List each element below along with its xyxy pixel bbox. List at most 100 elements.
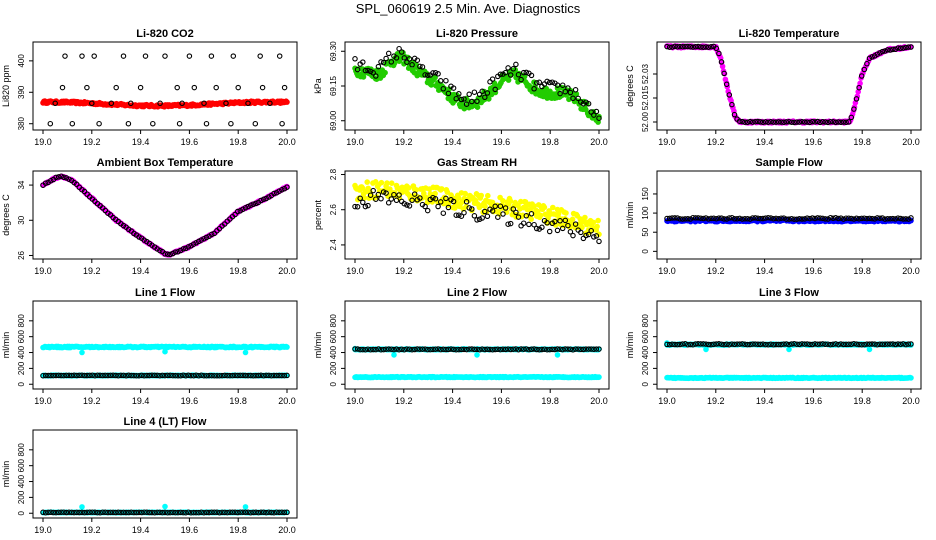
x-tick-label: 19.4 bbox=[444, 137, 462, 147]
x-tick-label: 19.0 bbox=[658, 266, 676, 276]
data-point bbox=[869, 54, 875, 60]
chart-li820temp: Li-820 Temperature degrees C 19.0 19.2 19.4 1… bbox=[625, 28, 922, 147]
data-point bbox=[856, 84, 862, 91]
data-point bbox=[484, 192, 491, 199]
series-CO2-dense bbox=[40, 98, 290, 110]
data-point bbox=[729, 101, 735, 108]
data-point bbox=[150, 120, 156, 127]
data-point bbox=[575, 95, 581, 102]
data-point bbox=[96, 120, 102, 127]
data-point bbox=[755, 118, 761, 125]
data-point bbox=[257, 53, 263, 59]
data-point bbox=[203, 120, 210, 127]
data-point bbox=[364, 179, 371, 185]
data-point bbox=[500, 198, 506, 204]
chart-title: Line 2 Flow bbox=[447, 287, 507, 299]
data-point bbox=[794, 119, 800, 125]
x-tick-label: 19.6 bbox=[181, 396, 199, 406]
y-tick-label: 600 bbox=[17, 329, 26, 343]
data-point bbox=[526, 221, 532, 228]
chart-pressure: Li-820 Pressure kPa 19.0 19.2 19.4 19.6 19.8 20… bbox=[313, 28, 610, 147]
x-tick-label: 19.4 bbox=[132, 266, 150, 276]
data-point bbox=[541, 204, 548, 211]
data-point bbox=[537, 212, 544, 219]
y-axis-label: ml/min bbox=[313, 332, 323, 359]
data-point bbox=[843, 119, 849, 126]
data-point bbox=[555, 211, 562, 217]
y-tick-label: 800 bbox=[17, 314, 26, 328]
data-point bbox=[370, 70, 376, 76]
data-point bbox=[474, 104, 481, 111]
y-tick-label: 800 bbox=[17, 443, 26, 457]
x-tick-label: 19.6 bbox=[181, 137, 199, 147]
data-point bbox=[723, 81, 730, 88]
data-point bbox=[531, 86, 537, 92]
y-tick-label: 0 bbox=[641, 249, 650, 254]
data-point bbox=[562, 88, 569, 95]
data-point bbox=[666, 44, 673, 50]
data-point bbox=[900, 45, 906, 51]
x-tick-label: 19.8 bbox=[853, 137, 871, 147]
x-tick-label: 19.2 bbox=[707, 396, 725, 406]
data-point bbox=[174, 84, 180, 91]
y-tick-label: 400 bbox=[329, 345, 338, 359]
data-point bbox=[731, 111, 738, 118]
data-point bbox=[91, 53, 97, 59]
y-tick-label: 2.6 bbox=[329, 204, 338, 216]
data-point bbox=[742, 119, 748, 125]
chart-sampleflow: Sample Flow ml/min 19.0 19.2 19.4 19.6 19.8 20.… bbox=[625, 157, 922, 276]
x-tick-label: 19.4 bbox=[132, 137, 150, 147]
data-point bbox=[373, 73, 379, 79]
data-point bbox=[79, 349, 85, 356]
plot-frame bbox=[656, 41, 922, 131]
data-point bbox=[471, 213, 478, 219]
data-point bbox=[458, 96, 465, 103]
x-tick-label: 19.2 bbox=[83, 137, 101, 147]
data-point bbox=[853, 96, 860, 102]
data-point bbox=[84, 84, 90, 91]
x-tick-label: 20.0 bbox=[590, 396, 608, 406]
y-axis-label: ml/min bbox=[625, 332, 635, 359]
data-point bbox=[851, 106, 857, 112]
data-point bbox=[884, 47, 891, 53]
data-point bbox=[438, 186, 445, 192]
data-point bbox=[406, 56, 413, 62]
data-point bbox=[570, 95, 576, 102]
data-point bbox=[563, 210, 569, 216]
data-point bbox=[113, 84, 119, 91]
chart-rh: Gas Stream RH percent 19.0 19.2 19.4 19.6 19.8… bbox=[313, 157, 610, 276]
data-point bbox=[549, 79, 556, 85]
data-point bbox=[452, 205, 458, 211]
x-tick-label: 19.2 bbox=[395, 266, 413, 276]
data-point bbox=[462, 190, 469, 197]
y-axis-label: degrees C bbox=[1, 194, 11, 236]
data-point bbox=[768, 119, 774, 125]
data-point bbox=[393, 55, 400, 61]
x-tick-label: 19.2 bbox=[395, 137, 413, 147]
y-tick-label: 69.30 bbox=[329, 41, 338, 62]
data-point bbox=[682, 43, 688, 50]
data-point bbox=[235, 84, 241, 91]
data-point bbox=[908, 44, 914, 50]
data-point bbox=[890, 46, 896, 53]
data-point bbox=[176, 120, 183, 127]
data-point bbox=[413, 187, 420, 193]
data-point bbox=[822, 119, 829, 125]
x-tick-label: 19.4 bbox=[132, 525, 150, 535]
data-point bbox=[245, 100, 251, 107]
data-point bbox=[778, 119, 784, 125]
y-tick-label: 390 bbox=[17, 85, 26, 99]
data-point bbox=[505, 65, 511, 71]
data-point bbox=[456, 91, 462, 97]
y-tick-label: 600 bbox=[641, 329, 650, 343]
x-tick-label: 19.2 bbox=[83, 266, 101, 276]
data-point bbox=[879, 48, 886, 55]
data-point bbox=[786, 346, 792, 353]
data-point bbox=[382, 69, 388, 76]
x-tick-label: 19.0 bbox=[658, 396, 676, 406]
data-point bbox=[546, 79, 553, 86]
data-point bbox=[549, 204, 556, 211]
data-point bbox=[760, 119, 766, 126]
chart-line2: Line 2 Flow ml/min 19.0 19.2 19.4 19.6 19.8 20.… bbox=[313, 287, 610, 406]
y-tick-label: 34 bbox=[17, 180, 26, 189]
